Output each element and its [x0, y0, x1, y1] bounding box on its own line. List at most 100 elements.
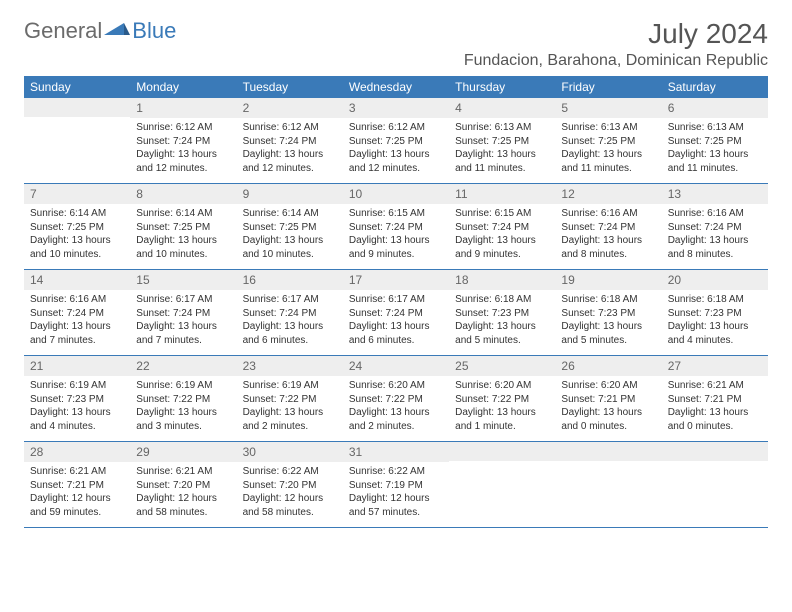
day-cell: 13Sunrise: 6:16 AMSunset: 7:24 PMDayligh…	[662, 184, 768, 270]
logo-text-general: General	[24, 18, 102, 44]
sunrise-text: Sunrise: 6:21 AM	[136, 465, 230, 479]
sunset-text: Sunset: 7:24 PM	[668, 221, 762, 235]
sunset-text: Sunset: 7:24 PM	[136, 135, 230, 149]
logo: General Blue	[24, 18, 176, 44]
day-content: Sunrise: 6:20 AMSunset: 7:22 PMDaylight:…	[449, 376, 555, 438]
daylight-text: Daylight: 13 hours and 2 minutes.	[349, 406, 443, 433]
day-cell: 19Sunrise: 6:18 AMSunset: 7:23 PMDayligh…	[555, 270, 661, 356]
sunset-text: Sunset: 7:25 PM	[455, 135, 549, 149]
day-content: Sunrise: 6:13 AMSunset: 7:25 PMDaylight:…	[449, 118, 555, 180]
daylight-text: Daylight: 13 hours and 5 minutes.	[455, 320, 549, 347]
sunrise-text: Sunrise: 6:18 AM	[561, 293, 655, 307]
day-number: 20	[662, 270, 768, 290]
sunset-text: Sunset: 7:21 PM	[30, 479, 124, 493]
day-number: 1	[130, 98, 236, 118]
day-cell: 30Sunrise: 6:22 AMSunset: 7:20 PMDayligh…	[237, 442, 343, 528]
sunset-text: Sunset: 7:21 PM	[668, 393, 762, 407]
day-number: 18	[449, 270, 555, 290]
sunset-text: Sunset: 7:24 PM	[243, 135, 337, 149]
daylight-text: Daylight: 13 hours and 6 minutes.	[243, 320, 337, 347]
sunrise-text: Sunrise: 6:18 AM	[455, 293, 549, 307]
day-cell: 12Sunrise: 6:16 AMSunset: 7:24 PMDayligh…	[555, 184, 661, 270]
sunset-text: Sunset: 7:25 PM	[561, 135, 655, 149]
day-content: Sunrise: 6:18 AMSunset: 7:23 PMDaylight:…	[662, 290, 768, 352]
day-number: 8	[130, 184, 236, 204]
daylight-text: Daylight: 13 hours and 10 minutes.	[243, 234, 337, 261]
day-number: 24	[343, 356, 449, 376]
day-cell: 22Sunrise: 6:19 AMSunset: 7:22 PMDayligh…	[130, 356, 236, 442]
day-number: 27	[662, 356, 768, 376]
day-number: 3	[343, 98, 449, 118]
daylight-text: Daylight: 12 hours and 58 minutes.	[243, 492, 337, 519]
sunrise-text: Sunrise: 6:15 AM	[349, 207, 443, 221]
sunset-text: Sunset: 7:23 PM	[561, 307, 655, 321]
sunset-text: Sunset: 7:22 PM	[349, 393, 443, 407]
day-cell: 4Sunrise: 6:13 AMSunset: 7:25 PMDaylight…	[449, 98, 555, 184]
sunset-text: Sunset: 7:24 PM	[455, 221, 549, 235]
day-number: 13	[662, 184, 768, 204]
sunset-text: Sunset: 7:25 PM	[668, 135, 762, 149]
sunrise-text: Sunrise: 6:12 AM	[136, 121, 230, 135]
sunset-text: Sunset: 7:22 PM	[243, 393, 337, 407]
day-cell: 28Sunrise: 6:21 AMSunset: 7:21 PMDayligh…	[24, 442, 130, 528]
day-number: 28	[24, 442, 130, 462]
day-cell: 18Sunrise: 6:18 AMSunset: 7:23 PMDayligh…	[449, 270, 555, 356]
day-content: Sunrise: 6:21 AMSunset: 7:21 PMDaylight:…	[662, 376, 768, 438]
sunset-text: Sunset: 7:24 PM	[30, 307, 124, 321]
empty-cell	[449, 442, 555, 528]
sunset-text: Sunset: 7:22 PM	[455, 393, 549, 407]
daylight-text: Daylight: 13 hours and 11 minutes.	[561, 148, 655, 175]
day-number: 11	[449, 184, 555, 204]
day-content: Sunrise: 6:17 AMSunset: 7:24 PMDaylight:…	[130, 290, 236, 352]
sunrise-text: Sunrise: 6:20 AM	[561, 379, 655, 393]
daylight-text: Daylight: 13 hours and 0 minutes.	[668, 406, 762, 433]
day-number: 6	[662, 98, 768, 118]
daylight-text: Daylight: 13 hours and 1 minute.	[455, 406, 549, 433]
sunrise-text: Sunrise: 6:13 AM	[455, 121, 549, 135]
day-cell: 9Sunrise: 6:14 AMSunset: 7:25 PMDaylight…	[237, 184, 343, 270]
sunrise-text: Sunrise: 6:16 AM	[561, 207, 655, 221]
day-number: 10	[343, 184, 449, 204]
sunset-text: Sunset: 7:24 PM	[136, 307, 230, 321]
sunrise-text: Sunrise: 6:19 AM	[30, 379, 124, 393]
day-number: 26	[555, 356, 661, 376]
daylight-text: Daylight: 13 hours and 5 minutes.	[561, 320, 655, 347]
sunrise-text: Sunrise: 6:16 AM	[30, 293, 124, 307]
sunrise-text: Sunrise: 6:18 AM	[668, 293, 762, 307]
daylight-text: Daylight: 12 hours and 57 minutes.	[349, 492, 443, 519]
day-content: Sunrise: 6:16 AMSunset: 7:24 PMDaylight:…	[662, 204, 768, 266]
sunset-text: Sunset: 7:23 PM	[30, 393, 124, 407]
sunset-text: Sunset: 7:22 PM	[136, 393, 230, 407]
day-cell: 7Sunrise: 6:14 AMSunset: 7:25 PMDaylight…	[24, 184, 130, 270]
day-content: Sunrise: 6:22 AMSunset: 7:20 PMDaylight:…	[237, 462, 343, 524]
day-cell: 6Sunrise: 6:13 AMSunset: 7:25 PMDaylight…	[662, 98, 768, 184]
day-number: 15	[130, 270, 236, 290]
day-cell: 21Sunrise: 6:19 AMSunset: 7:23 PMDayligh…	[24, 356, 130, 442]
daylight-text: Daylight: 13 hours and 9 minutes.	[455, 234, 549, 261]
sunset-text: Sunset: 7:24 PM	[561, 221, 655, 235]
day-content: Sunrise: 6:12 AMSunset: 7:24 PMDaylight:…	[130, 118, 236, 180]
sunset-text: Sunset: 7:20 PM	[243, 479, 337, 493]
sunrise-text: Sunrise: 6:12 AM	[243, 121, 337, 135]
daylight-text: Daylight: 13 hours and 12 minutes.	[243, 148, 337, 175]
empty-cell	[555, 442, 661, 528]
day-content: Sunrise: 6:18 AMSunset: 7:23 PMDaylight:…	[449, 290, 555, 352]
daylight-text: Daylight: 13 hours and 12 minutes.	[349, 148, 443, 175]
sunset-text: Sunset: 7:25 PM	[30, 221, 124, 235]
title-block: July 2024 Fundacion, Barahona, Dominican…	[464, 18, 768, 70]
day-cell: 24Sunrise: 6:20 AMSunset: 7:22 PMDayligh…	[343, 356, 449, 442]
sunset-text: Sunset: 7:25 PM	[243, 221, 337, 235]
weekday-header: Thursday	[449, 76, 555, 98]
day-content: Sunrise: 6:21 AMSunset: 7:20 PMDaylight:…	[130, 462, 236, 524]
daylight-text: Daylight: 13 hours and 0 minutes.	[561, 406, 655, 433]
day-content: Sunrise: 6:14 AMSunset: 7:25 PMDaylight:…	[130, 204, 236, 266]
day-number: 30	[237, 442, 343, 462]
day-number: 25	[449, 356, 555, 376]
sunset-text: Sunset: 7:24 PM	[349, 221, 443, 235]
daylight-text: Daylight: 13 hours and 10 minutes.	[136, 234, 230, 261]
day-content: Sunrise: 6:19 AMSunset: 7:22 PMDaylight:…	[237, 376, 343, 438]
sunrise-text: Sunrise: 6:16 AM	[668, 207, 762, 221]
day-cell: 14Sunrise: 6:16 AMSunset: 7:24 PMDayligh…	[24, 270, 130, 356]
sunset-text: Sunset: 7:25 PM	[136, 221, 230, 235]
day-cell: 15Sunrise: 6:17 AMSunset: 7:24 PMDayligh…	[130, 270, 236, 356]
